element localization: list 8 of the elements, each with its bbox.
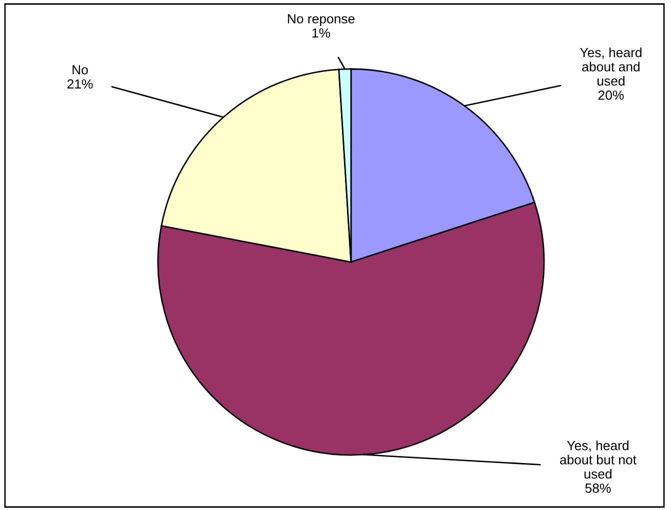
slice-label: No reponse <box>288 14 355 26</box>
slice-label: No <box>72 65 88 74</box>
data-label: 1% <box>312 28 330 38</box>
data-label: 21% <box>67 79 93 89</box>
data-label: 20% <box>598 90 624 100</box>
slice-label: Yes, heard about but not used <box>560 440 636 479</box>
slice-label: Yes, heard about and used <box>580 48 642 86</box>
data-label: 58% <box>585 484 611 493</box>
